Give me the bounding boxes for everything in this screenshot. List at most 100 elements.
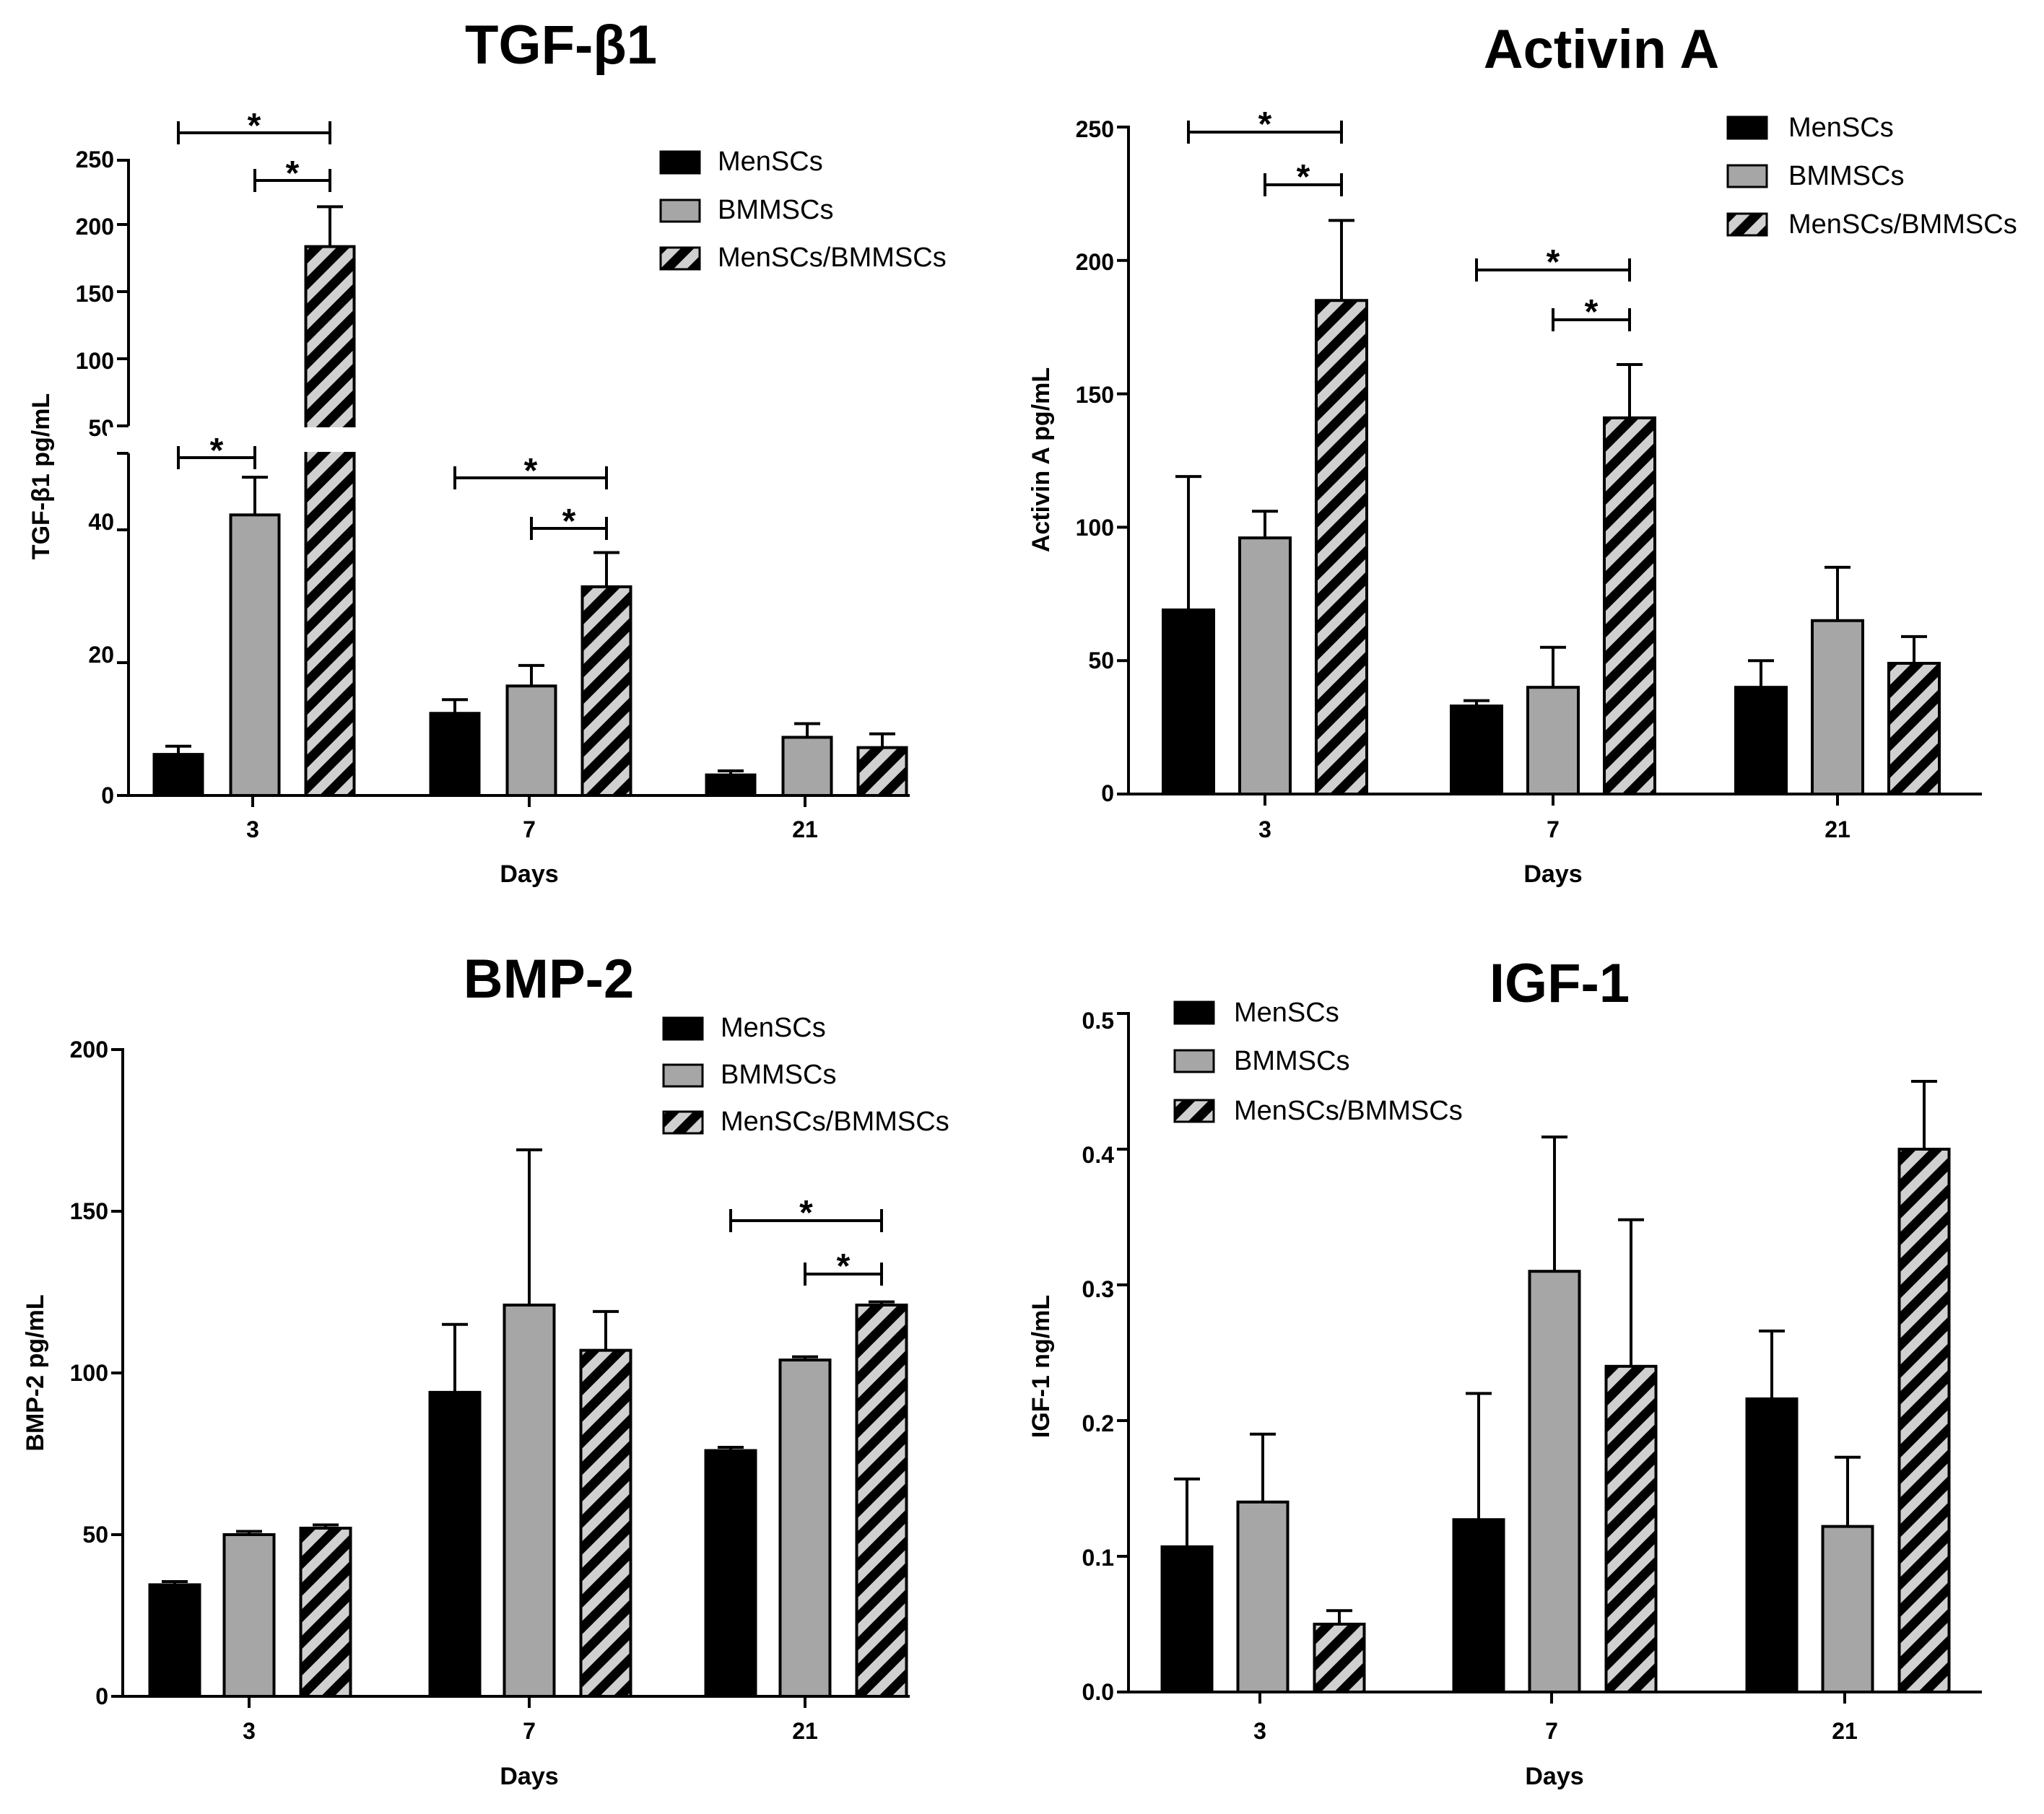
legend: MenSCs BMMSCs MenSCs/BMMSCs [662, 1013, 949, 1137]
y-tick-label: 100 [76, 348, 114, 374]
legend-swatch-mensc [659, 150, 701, 175]
legend-swatch-combined [659, 246, 701, 271]
bar-combined [579, 1348, 632, 1698]
y-tick-label: 100 [1076, 515, 1114, 541]
legend-swatch-mensc [662, 1016, 704, 1041]
y-tick-label: 0.4 [1082, 1142, 1115, 1168]
panel-activin-a: Activin A Activin A pg/mL Days 3 7 21 0 … [1027, 19, 2017, 888]
legend-label: MenSCs/BMMSCs [718, 243, 947, 273]
significance-star: * [1585, 293, 1599, 331]
y-tick-label: 0.2 [1082, 1410, 1114, 1436]
y-tick-label: 0 [101, 782, 114, 808]
plot-area [1117, 1012, 1982, 1704]
significance-bracket: * [177, 432, 256, 470]
x-tick-label: 3 [1253, 1718, 1266, 1744]
significance-star: * [1547, 243, 1560, 282]
x-axis-label: Days [1525, 1763, 1583, 1790]
significance-bracket: * [1475, 243, 1631, 282]
bar-bmmsc [222, 1533, 276, 1698]
legend-label: MenSCs [1234, 998, 1339, 1028]
bar-combined [1887, 661, 1941, 795]
bar-bmmsc [1238, 536, 1292, 796]
bar-combined [856, 746, 908, 798]
y-tick-label: 0.3 [1082, 1276, 1114, 1302]
chart-title: Activin A [1484, 19, 1720, 80]
chart-title: BMP-2 [464, 949, 634, 1010]
significance-star: * [1297, 158, 1310, 196]
significance-star: * [248, 107, 261, 145]
plot-area: * * * * [1117, 105, 1982, 806]
y-tick-label: 250 [76, 147, 114, 173]
y-tick-label: 20 [88, 642, 114, 668]
bar-combined [855, 1303, 908, 1699]
panel-bmp-2: BMP-2 BMP-2 pg/mL Days 3 7 21 0 50 100 1… [22, 949, 949, 1790]
y-axis-label: TGF-β1 pg/mL [27, 393, 55, 559]
panel-tgf-b1: TGF-β1 TGF-β1 pg/mL Days 3 7 21 0 20 40 … [27, 14, 947, 888]
x-tick-label: 21 [792, 816, 818, 842]
significance-star: * [524, 452, 538, 490]
x-tick-label: 3 [1258, 816, 1271, 842]
significance-star: * [210, 432, 224, 470]
significance-bracket: * [729, 1194, 883, 1232]
bar-bmmsc [1821, 1525, 1874, 1693]
legend-swatch-mensc [1173, 1000, 1215, 1025]
x-tick-label: 7 [1545, 1718, 1558, 1744]
legend-label: MenSCs [1788, 113, 1894, 143]
plot-area: * * * * * [107, 107, 917, 807]
y-tick-label: 0 [95, 1683, 108, 1709]
significance-star: * [562, 502, 576, 541]
plot-area: ** [111, 1048, 910, 1708]
x-axis-label: Days [500, 860, 558, 888]
significance-bracket: * [530, 502, 608, 541]
legend: MenSCs BMMSCs MenSCs/BMMSCs [1173, 998, 1463, 1126]
bar-bmmsc [1526, 686, 1580, 795]
y-tick-label: 50 [1088, 647, 1114, 673]
significance-star: * [1258, 105, 1272, 144]
significance-star: * [837, 1247, 851, 1286]
significance-star: * [286, 154, 300, 193]
legend: MenSCs BMMSCs MenSCs/BMMSCs [659, 147, 947, 273]
y-tick-label: 150 [1076, 382, 1114, 408]
significance-bracket: * [1552, 293, 1631, 331]
chart-title: TGF-β1 [465, 14, 657, 76]
y-tick-label: 0.0 [1082, 1679, 1114, 1705]
legend-label: BMMSCs [1788, 161, 1904, 191]
y-tick-label: 100 [70, 1360, 108, 1386]
significance-bracket: * [1187, 105, 1343, 144]
legend-swatch-bmmsc [662, 1063, 704, 1088]
bar-combined [580, 585, 632, 797]
legend-swatch-mensc [1726, 115, 1768, 140]
y-tick-label: 0 [1101, 780, 1114, 806]
x-tick-label: 7 [1547, 816, 1560, 842]
bar-bmmsc [1528, 1270, 1581, 1693]
bar-combined [1313, 1623, 1366, 1693]
x-axis-label: Days [1523, 860, 1582, 888]
y-tick-label: 200 [70, 1037, 108, 1063]
x-tick-label: 21 [1832, 1718, 1858, 1744]
bar-mensc [1450, 705, 1503, 795]
bar-mensc [1745, 1397, 1799, 1694]
legend-label: MenSCs/BMMSCs [721, 1107, 949, 1137]
chart-title: IGF-1 [1489, 953, 1630, 1014]
axis-break-gap [107, 427, 917, 452]
bar-mensc [1162, 608, 1215, 796]
bar-combined [299, 1527, 352, 1699]
legend-label: BMMSCs [718, 195, 833, 225]
bar-bmmsc [229, 513, 281, 797]
y-tick-label: 150 [76, 281, 114, 307]
legend-label: MenSCs [721, 1013, 826, 1043]
y-axis-label: BMP-2 pg/mL [22, 1294, 49, 1451]
bar-mensc [428, 1390, 482, 1698]
y-tick-label: 250 [1076, 116, 1114, 142]
panel-igf-1: IGF-1 IGF-1 ng/mL Days 3 7 21 0.0 0.1 0.… [1027, 953, 1982, 1790]
y-tick-label: 40 [88, 509, 114, 535]
bar-combined [1897, 1148, 1951, 1693]
y-tick-label: 150 [70, 1198, 108, 1224]
legend-label: MenSCs [718, 147, 823, 177]
bar-mensc [1452, 1518, 1505, 1693]
bar-bmmsc [503, 1303, 556, 1699]
y-axis-label: IGF-1 ng/mL [1027, 1295, 1055, 1438]
significance-bracket: * [453, 452, 608, 490]
legend-swatch-bmmsc [1726, 164, 1768, 188]
bar-mensc [429, 712, 481, 797]
